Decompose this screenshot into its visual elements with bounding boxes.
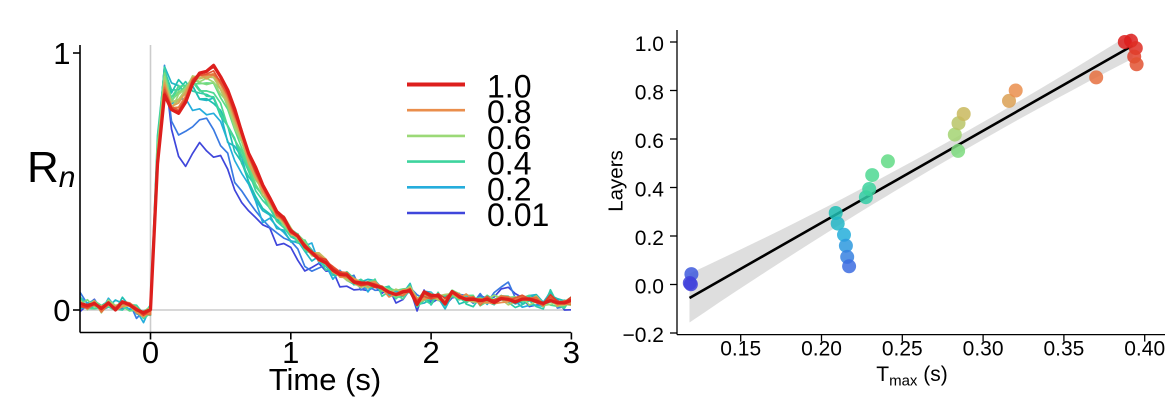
svg-text:Layers: Layers	[605, 150, 628, 212]
svg-text:0: 0	[142, 335, 159, 370]
svg-text:0.25: 0.25	[882, 338, 923, 361]
svg-text:0.4: 0.4	[635, 179, 665, 202]
svg-text:0.15: 0.15	[720, 338, 761, 361]
svg-text:0.8: 0.8	[635, 82, 664, 105]
svg-text:0.01: 0.01	[487, 197, 549, 233]
svg-text:0.6: 0.6	[635, 130, 664, 153]
svg-text:1: 1	[282, 335, 299, 370]
svg-text:Time (s): Time (s)	[269, 362, 382, 397]
svg-text:2: 2	[422, 335, 439, 370]
svg-text:Tmax (s): Tmax (s)	[876, 363, 948, 390]
svg-text:0.8: 0.8	[487, 94, 531, 130]
svg-text:0.30: 0.30	[963, 338, 1004, 361]
svg-text:0.0: 0.0	[635, 276, 664, 299]
svg-text:1.0: 1.0	[635, 33, 664, 56]
svg-text:0.2: 0.2	[635, 227, 664, 250]
svg-text:0.2: 0.2	[487, 171, 531, 207]
svg-text:0.35: 0.35	[1043, 338, 1084, 361]
svg-text:−0.2: −0.2	[623, 324, 664, 347]
svg-text:0.20: 0.20	[801, 338, 842, 361]
svg-text:1: 1	[53, 36, 70, 71]
svg-text:0.40: 0.40	[1124, 338, 1165, 361]
svg-text:3: 3	[563, 335, 580, 370]
svg-text:1.0: 1.0	[487, 69, 531, 105]
svg-text:0.6: 0.6	[487, 120, 531, 156]
svg-text:0: 0	[53, 293, 70, 328]
svg-text:0.4: 0.4	[487, 146, 531, 182]
